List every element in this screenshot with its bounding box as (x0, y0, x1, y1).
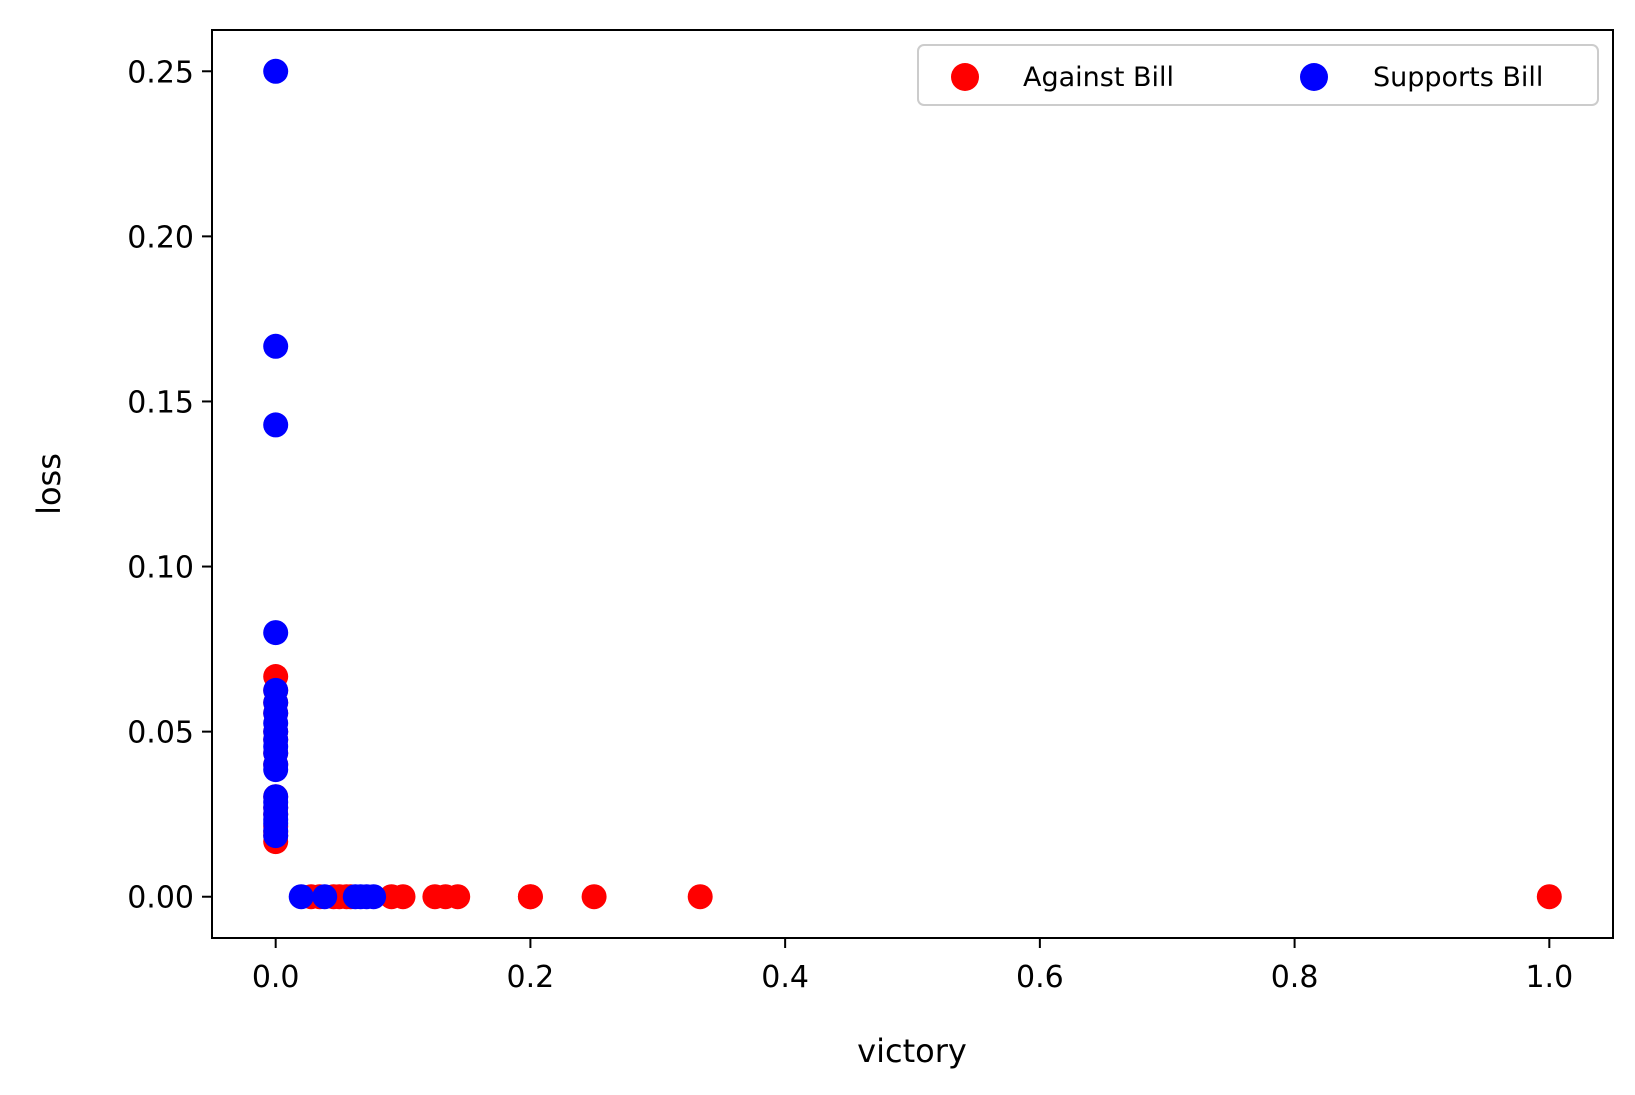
x-tick-label: 1.0 (1525, 960, 1573, 995)
point-supports-bill-0 (263, 58, 289, 84)
point-against-bill-25 (445, 884, 471, 910)
y-axis: 0.00 0.05 0.10 0.15 0.20 0.25 (127, 55, 212, 916)
points-layer (263, 58, 1562, 910)
y-tick-label: 0.20 (127, 220, 194, 255)
point-supports-bill-23 (312, 884, 338, 910)
y-tick-label: 0.15 (127, 385, 194, 420)
point-against-bill-28 (581, 884, 607, 910)
x-axis: 0.0 0.2 0.4 0.6 0.8 1.0 (252, 938, 1573, 995)
y-tick-label: 0.00 (127, 881, 194, 916)
y-axis-label: loss (30, 453, 68, 515)
legend: Against Bill Supports Bill (917, 44, 1599, 106)
point-against-bill-30 (1536, 884, 1562, 910)
x-tick-label: 0.2 (507, 960, 555, 995)
point-supports-bill-27 (361, 884, 387, 910)
point-supports-bill-3 (263, 620, 289, 646)
y-tick-label: 0.25 (127, 55, 194, 90)
legend-marker-supports-bill (1300, 63, 1328, 91)
point-against-bill-22 (390, 884, 416, 910)
point-supports-bill-13 (263, 757, 289, 783)
point-supports-bill-21 (263, 823, 289, 849)
y-tick-label: 0.05 (127, 716, 194, 751)
y-tick-label: 0.10 (127, 551, 194, 586)
point-supports-bill-22 (288, 884, 314, 910)
x-tick-label: 0.8 (1271, 960, 1319, 995)
point-against-bill-27 (517, 884, 543, 910)
x-tick-label: 0.6 (1016, 960, 1064, 995)
x-axis-label: victory (857, 1032, 967, 1070)
legend-label-supports-bill: Supports Bill (1373, 62, 1543, 93)
legend-marker-against-bill (951, 63, 979, 91)
point-supports-bill-1 (263, 333, 289, 359)
legend-frame (917, 44, 1599, 106)
point-supports-bill-2 (263, 412, 289, 438)
plot-area-frame (211, 29, 1614, 939)
point-against-bill-29 (687, 884, 713, 910)
x-tick-label: 0.0 (252, 960, 300, 995)
x-tick-label: 0.4 (761, 960, 809, 995)
legend-label-against-bill: Against Bill (1023, 62, 1174, 93)
